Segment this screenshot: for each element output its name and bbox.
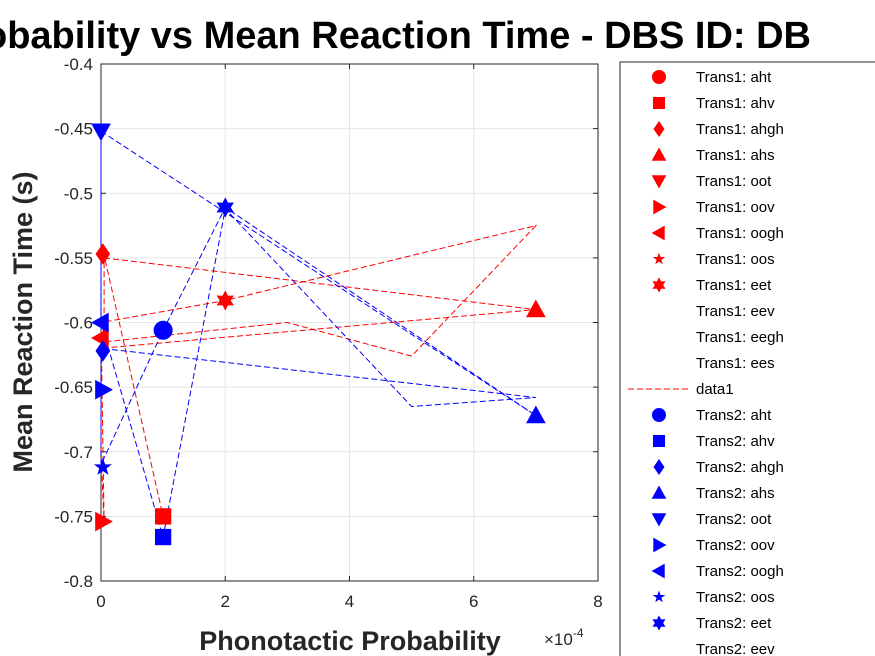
legend-swatch-trans1-ahs xyxy=(651,147,667,161)
legend-swatch-trans1-eet xyxy=(652,277,666,293)
legend-entry-trans2-oogh: Trans2: oogh xyxy=(696,563,784,580)
legend-entry-trans1-oos: Trans1: oos xyxy=(696,251,775,268)
marker-trans2-ahgh xyxy=(95,340,111,362)
legend-entry-trans2-ahgh: Trans2: ahgh xyxy=(696,459,784,476)
y-tick-label: -0.65 xyxy=(54,378,93,397)
legend-swatch-trans1-oot xyxy=(651,175,667,189)
y-tick-label: -0.55 xyxy=(54,249,93,268)
legend-swatch-trans2-oov xyxy=(653,537,667,553)
plot-grid xyxy=(100,63,599,582)
x-tick-label: 6 xyxy=(469,592,478,611)
legend-entry-trans1-eev: Trans1: eev xyxy=(696,303,775,320)
legend-entry-trans2-ahv: Trans2: ahv xyxy=(696,433,775,450)
y-tick-label: -0.45 xyxy=(54,120,93,139)
x-multiplier-base: ×10 xyxy=(544,630,573,649)
legend-entry-trans1-oogh: Trans1: oogh xyxy=(696,225,784,242)
x-tick-label: 4 xyxy=(345,592,354,611)
legend-entry-trans1-eet: Trans1: eet xyxy=(696,277,772,294)
legend-entry-trans2-oot: Trans2: oot xyxy=(696,511,772,528)
legend-entry-trans1-oot: Trans1: oot xyxy=(696,173,772,190)
legend-swatch-trans1-oogh xyxy=(651,225,665,241)
legend-swatch-trans1-ahgh xyxy=(653,120,665,138)
legend-swatch-trans2-oos xyxy=(652,590,666,603)
y-tick-label: -0.75 xyxy=(54,507,93,526)
marker-trans1-ahv xyxy=(154,508,172,525)
legend-entry-data1: data1 xyxy=(696,381,734,398)
data-markers xyxy=(90,123,546,546)
x-axis-label: Phonotactic Probability xyxy=(199,626,501,656)
y-tick-label: -0.5 xyxy=(64,184,93,203)
marker-trans1-ahgh xyxy=(95,243,111,265)
marker-trans2-oot xyxy=(91,123,111,142)
legend-entry-trans2-oov: Trans2: oov xyxy=(696,537,775,554)
legend-entry-trans1-ees: Trans1: ees xyxy=(696,355,775,372)
marker-trans2-oos xyxy=(93,457,112,475)
legend: Trans1: aht Trans1: ahv Trans1: ahgh Trans1… xyxy=(619,61,875,656)
x-multiplier-exponent: -4 xyxy=(573,626,584,640)
chart-title: obability vs Mean Reaction Time - DBS ID… xyxy=(0,15,811,57)
marker-trans1-eet xyxy=(216,290,234,311)
marker-trans2-eet xyxy=(216,197,234,218)
y-tick-label: -0.4 xyxy=(64,55,93,74)
legend-entry-trans1-oov: Trans1: oov xyxy=(696,199,775,216)
marker-trans2-ahs xyxy=(526,405,546,424)
marker-trans2-aht xyxy=(153,320,173,340)
legend-entry-trans1-aht: Trans1: aht xyxy=(696,69,772,86)
legend-box xyxy=(619,61,875,656)
legend-swatch-trans2-aht xyxy=(652,408,666,422)
series-line-data1 xyxy=(100,224,538,523)
legend-swatch-trans2-oogh xyxy=(651,563,665,579)
y-tick-label: -0.7 xyxy=(64,443,93,462)
y-tick-label: -0.6 xyxy=(64,314,93,333)
legend-entry-trans1-ahgh: Trans1: ahgh xyxy=(696,121,784,138)
legend-swatch-trans1-ahv xyxy=(652,96,666,110)
legend-swatch-trans2-ahs xyxy=(651,485,667,499)
legend-swatch-trans1-oos xyxy=(652,252,666,265)
x-tick-label: 0 xyxy=(96,592,105,611)
y-tick-label: -0.8 xyxy=(64,572,93,591)
marker-trans1-ahs xyxy=(526,299,546,318)
legend-entry-trans2-eet: Trans2: eet xyxy=(696,615,772,632)
legend-entry-trans2-ahs: Trans2: ahs xyxy=(696,485,775,502)
y-axis-label: Mean Reaction Time (s) xyxy=(8,171,38,472)
legend-swatch-trans1-aht xyxy=(652,70,666,84)
marker-trans2-oov xyxy=(95,379,113,400)
legend-entry-trans2-oos: Trans2: oos xyxy=(696,589,775,606)
marker-trans2-oogh xyxy=(90,312,109,333)
x-axis-multiplier: ×10-4 xyxy=(544,626,584,649)
legend-swatch-trans1-oov xyxy=(653,199,667,215)
legend-swatch-trans2-ahv xyxy=(652,434,666,448)
legend-entry-trans1-ahv: Trans1: ahv xyxy=(696,95,775,112)
axes: 0 2 4 6 8 -0.4 -0.45 -0.5 -0.55 -0.6 -0.65 -0.7 -0.7… xyxy=(54,55,602,611)
legend-entry-trans2-eev: Trans2: eev xyxy=(696,641,775,656)
legend-swatch-trans2-eet xyxy=(652,615,666,631)
marker-trans2-ahv xyxy=(154,528,172,546)
legend-swatch-trans2-ahgh xyxy=(653,458,665,476)
legend-swatch-trans2-oot xyxy=(651,513,667,527)
marker-trans1-oov xyxy=(95,511,113,532)
x-tick-label: 8 xyxy=(593,592,602,611)
x-tick-label: 2 xyxy=(221,592,230,611)
legend-entry-trans1-eegh: Trans1: eegh xyxy=(696,329,784,346)
legend-entry-trans1-ahs: Trans1: ahs xyxy=(696,147,775,164)
legend-entry-trans2-aht: Trans2: aht xyxy=(696,407,772,424)
